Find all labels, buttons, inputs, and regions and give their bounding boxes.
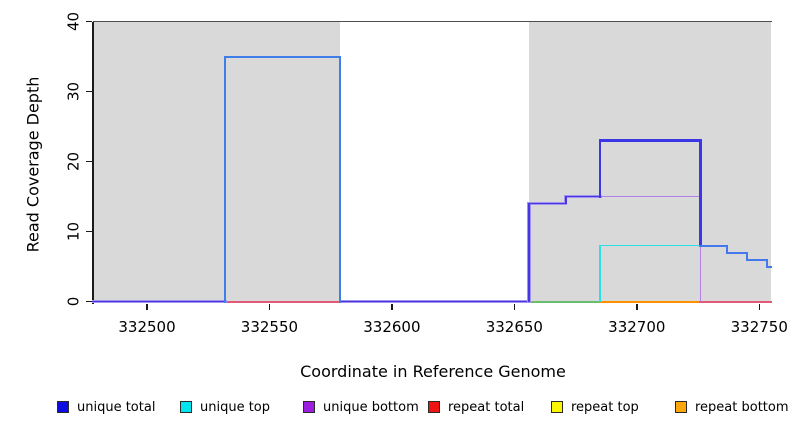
- y-tick-label: 30: [64, 81, 83, 102]
- series-segment: [726, 251, 748, 254]
- series-segment: [339, 300, 530, 303]
- series-segment: [699, 139, 702, 247]
- series-segment: [564, 195, 567, 205]
- shaded-region: [529, 22, 772, 303]
- series-segment: [726, 244, 729, 254]
- legend-swatch-unique-top: [180, 401, 192, 413]
- y-tick-label: 0: [64, 296, 83, 307]
- legend-label: unique top: [200, 399, 271, 415]
- series-segment: [746, 251, 748, 261]
- series-segment: [599, 195, 702, 198]
- y-tick-label: 40: [64, 11, 83, 32]
- series-segment: [224, 300, 342, 303]
- series-segment: [224, 55, 342, 58]
- y-axis-tick: [86, 230, 92, 233]
- legend-swatch-unique-total: [57, 401, 69, 413]
- x-tick-label: 332550: [240, 318, 299, 336]
- legend-item-unique-total: unique total: [57, 399, 156, 415]
- series-segment: [599, 244, 702, 247]
- y-tick-label: 10: [64, 221, 83, 242]
- y-axis-tick: [86, 300, 92, 303]
- series-segment: [765, 265, 773, 268]
- x-axis-tick: [758, 304, 760, 310]
- x-axis-tick: [146, 304, 148, 310]
- series-segment: [339, 55, 342, 303]
- y-tick-label: 20: [64, 151, 83, 172]
- y-axis-tick: [86, 160, 92, 163]
- legend-swatch-repeat-top: [551, 401, 563, 413]
- series-segment: [598, 139, 602, 198]
- legend-item-unique-bottom: unique bottom: [303, 399, 419, 415]
- series-segment: [528, 202, 567, 205]
- legend-item-repeat-bottom: repeat bottom: [675, 399, 789, 415]
- series-segment: [598, 139, 702, 142]
- series-segment: [528, 202, 530, 303]
- series-segment: [599, 244, 601, 303]
- x-tick-label: 332500: [118, 318, 176, 336]
- legend-label: unique bottom: [323, 399, 419, 415]
- y-axis-line: [92, 21, 94, 304]
- legend-label: unique total: [77, 399, 156, 415]
- legend-swatch-repeat-bottom: [675, 401, 687, 413]
- legend-label: repeat bottom: [695, 399, 789, 415]
- top-boundary-line: [93, 20, 772, 23]
- legend-swatch-unique-bottom: [303, 401, 315, 413]
- series-segment: [699, 300, 773, 303]
- x-axis-tick: [391, 304, 393, 310]
- series-segment: [92, 300, 227, 303]
- x-tick-label: 332700: [608, 318, 666, 336]
- shaded-region: [93, 22, 341, 303]
- y-axis-title: Read Coverage Depth: [23, 76, 43, 253]
- legend-item-repeat-total: repeat total: [428, 399, 525, 415]
- series-segment: [564, 195, 601, 198]
- x-axis-tick: [513, 304, 516, 310]
- series-segment: [746, 258, 768, 261]
- legend-swatch-repeat-total: [428, 401, 440, 413]
- x-tick-label: 332600: [363, 318, 421, 336]
- x-tick-label: 332750: [730, 318, 788, 336]
- y-axis-tick: [86, 90, 92, 93]
- legend-label: repeat top: [571, 399, 639, 415]
- series-segment: [528, 300, 602, 303]
- series-segment: [699, 195, 702, 303]
- y-axis-tick: [86, 20, 92, 23]
- legend-item-repeat-top: repeat top: [551, 399, 639, 415]
- x-axis-tick: [268, 304, 271, 310]
- series-segment: [765, 258, 768, 268]
- series-segment: [699, 244, 729, 247]
- x-axis-title: Coordinate in Reference Genome: [300, 362, 566, 381]
- x-axis-tick: [636, 304, 638, 310]
- series-segment: [224, 55, 227, 303]
- series-segment: [599, 300, 702, 303]
- x-tick-label: 332650: [485, 318, 543, 336]
- legend-label: repeat total: [448, 399, 525, 415]
- legend-item-unique-top: unique top: [180, 399, 271, 415]
